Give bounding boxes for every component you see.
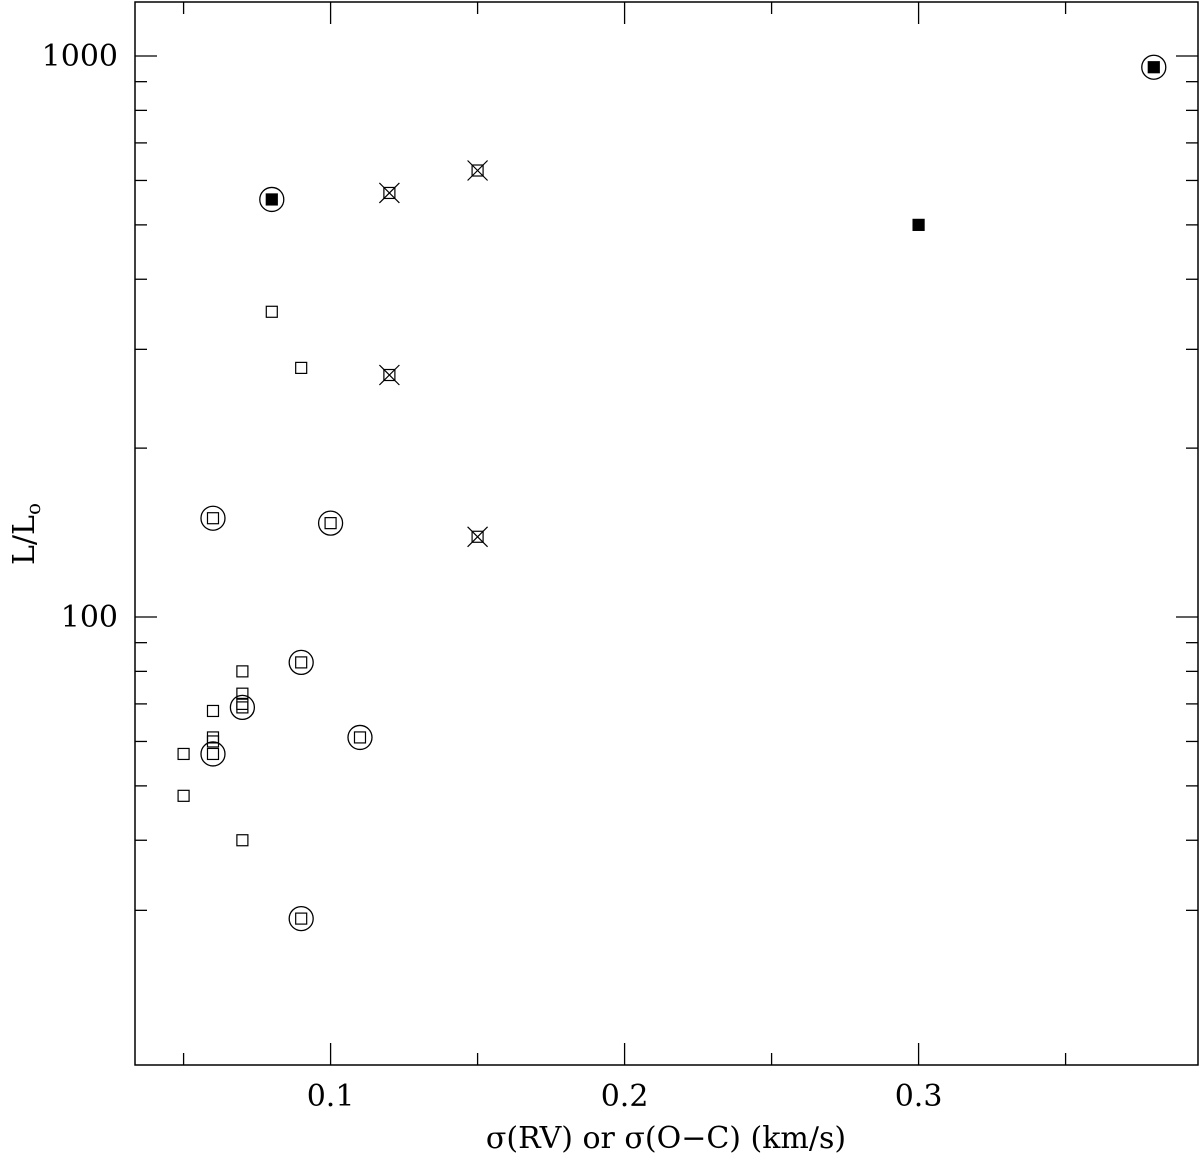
data-point [206, 731, 220, 744]
open-square-marker [295, 361, 308, 374]
data-point [912, 218, 925, 231]
open-square-marker [236, 697, 249, 711]
open-square-marker [236, 834, 249, 847]
data-point [378, 182, 400, 204]
data-point [378, 364, 400, 386]
y-axis-label-main: L/L [7, 515, 42, 565]
open-square-marker [206, 735, 220, 748]
data-point [200, 741, 226, 767]
open-square-marker [471, 530, 484, 543]
data-point [206, 704, 220, 718]
data-point [200, 505, 226, 531]
data-point [288, 649, 314, 676]
open-square-marker [236, 701, 249, 714]
open-square-marker [206, 704, 220, 718]
plot-frame [134, 1, 1199, 1066]
open-square-marker [295, 912, 308, 925]
filled-square-marker [912, 218, 925, 231]
open-square-marker [265, 305, 278, 318]
open-square-marker [324, 517, 337, 530]
open-square-marker [206, 512, 220, 525]
x-axis-label: σ(RV) or σ(O−C) (km/s) [486, 1121, 846, 1156]
open-square-marker [353, 731, 367, 744]
cross-stroke-marker [467, 160, 489, 181]
data-point [295, 361, 308, 374]
open-square-marker [383, 186, 396, 200]
open-square-marker [383, 368, 396, 382]
data-point [347, 724, 373, 751]
data-point [317, 510, 344, 536]
circle-ring-marker [200, 505, 226, 531]
circle-ring-marker [259, 186, 285, 213]
circle-ring-marker [1141, 54, 1167, 80]
data-point [467, 160, 489, 181]
data-point [236, 697, 249, 711]
open-square-marker [295, 656, 308, 669]
data-point [236, 665, 249, 678]
data-point [1141, 54, 1167, 80]
x-tick-label: 0.2 [601, 1079, 649, 1114]
circle-ring-marker [200, 741, 226, 767]
data-point [177, 789, 190, 802]
data-points [177, 54, 1167, 932]
open-square-marker [206, 747, 220, 761]
filled-square-marker [265, 193, 278, 206]
open-square-marker [206, 731, 220, 744]
data-point [467, 526, 489, 548]
y-axis-label-sub: o [21, 503, 45, 515]
open-square-marker [177, 789, 190, 802]
cross-stroke-marker [378, 364, 400, 386]
data-point [236, 687, 249, 700]
data-point [288, 905, 314, 932]
data-point [236, 834, 249, 847]
circle-ring-marker [317, 510, 344, 536]
circle-ring-marker [288, 649, 314, 676]
open-square-marker [236, 687, 249, 700]
y-axis-label: L/Lo [7, 503, 45, 565]
cross-stroke-marker [467, 526, 489, 548]
open-square-marker [236, 665, 249, 678]
circle-ring-marker [288, 905, 314, 932]
x-tick-label: 0.1 [307, 1079, 355, 1114]
circle-ring-marker [347, 724, 373, 751]
y-tick-label: 1000 [42, 39, 118, 74]
data-point [229, 694, 256, 721]
circle-ring-marker [229, 694, 256, 721]
open-square-marker [471, 164, 484, 177]
cross-stroke-marker [378, 182, 400, 204]
y-tick-label: 100 [61, 600, 118, 635]
x-tick-label: 0.3 [895, 1079, 943, 1114]
data-point [177, 747, 190, 761]
open-square-marker [177, 747, 190, 761]
tick-labels: 0.1 0.2 0.3 100 1000 [42, 39, 943, 1114]
axis-ticks [135, 2, 1198, 1065]
filled-square-marker [1147, 61, 1160, 74]
data-point [259, 186, 285, 213]
data-point [206, 735, 220, 748]
data-point [265, 305, 278, 318]
